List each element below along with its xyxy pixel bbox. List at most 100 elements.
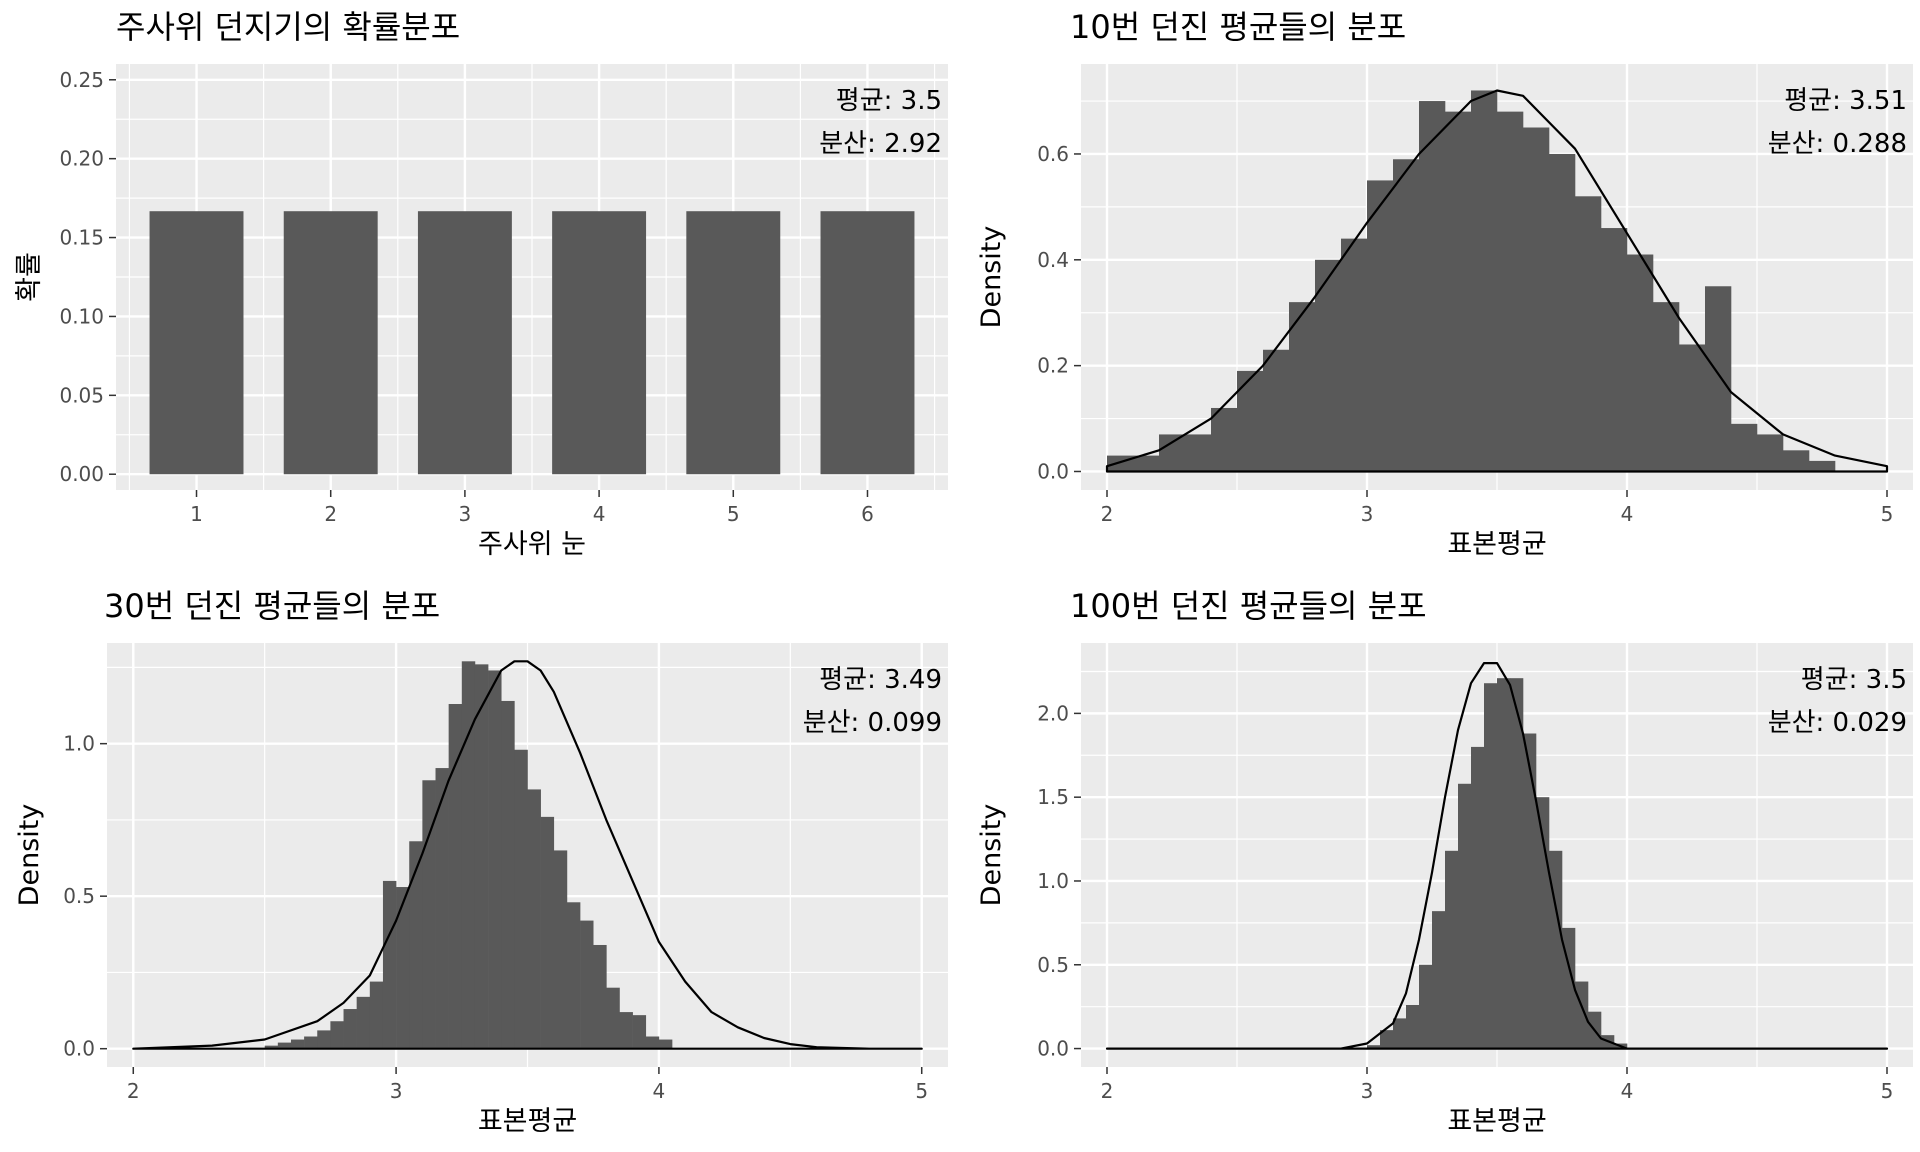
y-tick-label: 1.0 [63,732,95,756]
chart-panel-1: 0.00 0.05 0.10 0.15 0.20 0.25 1 2 3 4 5 6 주사위 던지기의 확… [14,8,948,560]
bar [283,211,378,475]
y-tick-label: 1.0 [1037,869,1069,893]
histogram-bar [658,1039,673,1049]
x-tick-label: 4 [1621,502,1634,526]
stats-annotation: 분산: 2.92 [819,129,942,159]
histogram-bar [1419,101,1446,472]
histogram-bar [645,1036,660,1049]
x-tick-label: 1 [190,502,203,526]
histogram-bar [606,987,620,1049]
histogram-bar [1159,434,1186,472]
x-tick-label: 4 [1621,1079,1634,1103]
histogram-bar [1575,196,1602,472]
histogram-bar [514,749,528,1049]
histogram-bar [369,981,384,1049]
histogram-bar [540,816,555,1049]
histogram-bar [1523,127,1550,472]
y-tick-label: 0.2 [1037,354,1069,378]
x-axis-label: 주사위 눈 [478,529,586,560]
histogram-bar [527,789,541,1049]
histogram-bar [1627,254,1654,472]
x-tick-label: 5 [727,502,740,526]
y-tick-label: 0.15 [59,226,104,250]
x-tick-label: 5 [1881,1079,1894,1103]
histogram-bar [1809,460,1836,472]
histogram-bar [474,664,489,1049]
histogram-bar [1367,1045,1381,1049]
x-tick-label: 3 [459,502,472,526]
y-tick-label: 1.5 [1037,785,1069,809]
x-tick-label: 5 [915,1079,928,1103]
stats-annotation: 평균: 3.5 [836,86,942,116]
y-tick-label: 0.25 [59,68,104,92]
x-tick-label: 2 [324,502,337,526]
histogram-bar [1263,349,1290,472]
histogram-bar [1562,927,1576,1049]
histogram-bar [619,1012,633,1049]
histogram-bar [566,902,581,1049]
y-axis-label: Density [976,804,1007,907]
histogram-bar [1510,678,1524,1049]
x-tick-label: 4 [653,1079,666,1103]
histogram-bar [1367,180,1394,472]
histogram-bar [1705,286,1732,472]
histogram-bar [1445,850,1459,1049]
y-tick-label: 0.10 [59,304,104,328]
histogram-bar [1341,238,1368,472]
density-curve [1105,662,1889,1050]
histogram-bar [382,880,397,1049]
histogram-bar [1445,111,1472,472]
histogram-bar [1549,153,1576,472]
histogram-bar [501,700,515,1049]
histogram-bar [1497,111,1524,472]
histogram-bar [1289,302,1316,472]
histogram-bar [290,1039,305,1049]
histogram-bar [435,768,449,1049]
histogram-bar [1601,228,1628,472]
y-axis-label: Density [14,804,45,907]
histogram-bar [1432,911,1446,1049]
histogram-bar [553,850,568,1049]
histogram-bar [488,670,502,1049]
histogram-bar [264,1045,279,1049]
y-tick-label: 0.5 [63,884,95,908]
histogram-bar [277,1042,292,1049]
histogram-bar [343,1009,357,1049]
histogram-bar [330,1021,344,1049]
y-tick-label: 0.00 [59,462,104,486]
histogram-bar [1406,1004,1420,1049]
histogram-bar [1757,434,1784,472]
y-tick-label: 0.20 [59,147,104,171]
y-tick-label: 0.05 [59,383,104,407]
x-axis-label: 표본평균 [478,1106,577,1137]
bar [417,211,512,475]
histogram-bar [448,704,463,1049]
stats-annotation: 분산: 0.029 [1768,708,1907,738]
stats-annotation: 평균: 3.49 [819,665,942,695]
bar [552,211,647,475]
histogram-bar [1731,423,1758,472]
histogram-bar [356,996,371,1049]
histogram-bar [580,920,594,1049]
bar [820,211,915,475]
histogram-bar [1185,434,1212,472]
stats-annotation: 평균: 3.5 [1801,665,1907,695]
y-tick-label: 0.0 [63,1037,95,1061]
x-axis-label: 표본평균 [1447,1106,1546,1137]
stats-annotation: 평균: 3.51 [1784,86,1907,116]
y-tick-label: 0.0 [1037,1037,1069,1061]
histogram-bar [1393,159,1420,472]
histogram-bar [1523,733,1537,1049]
histogram-bar [632,1015,647,1049]
histogram-bar [1393,1018,1407,1049]
histogram-bar [1211,407,1238,472]
y-axis-label: Density [976,226,1007,329]
histogram-bar [593,944,607,1049]
histogram-bar [1497,678,1511,1049]
y-axis-label: 확률 [14,252,45,302]
y-tick-label: 0.5 [1037,953,1069,977]
histogram-bar [1471,746,1485,1049]
